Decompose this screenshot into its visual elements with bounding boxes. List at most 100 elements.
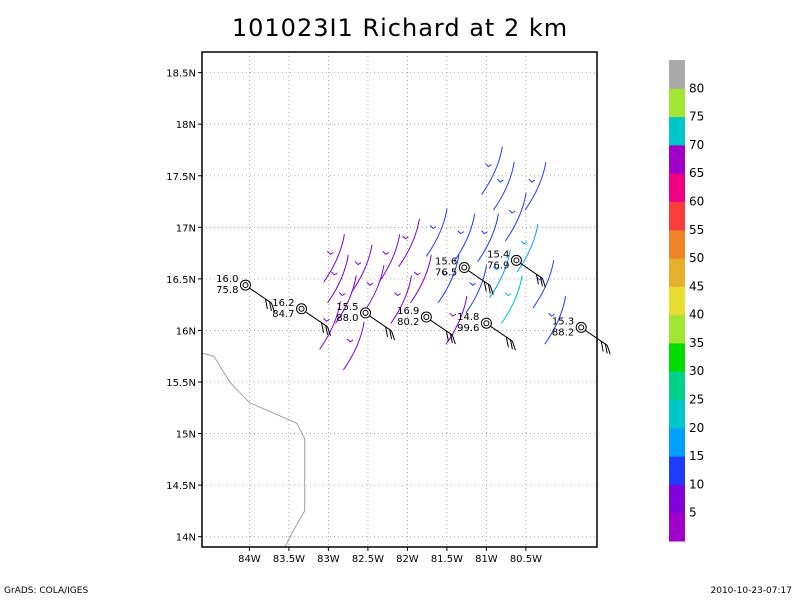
station-value-bottom: 88.2 — [552, 327, 574, 338]
streamline — [390, 275, 413, 324]
y-tick-label: 14.5N — [166, 481, 196, 492]
station-marker-inner — [298, 305, 305, 312]
colorbar-label: 60 — [689, 194, 704, 208]
colorbar-swatch — [669, 201, 685, 231]
station: 16.284.7 — [272, 298, 332, 336]
station-marker-outer — [510, 254, 522, 266]
wind-barb-flag — [535, 274, 539, 285]
streamline-arrow — [382, 250, 389, 255]
wind-barb-flag — [489, 285, 494, 295]
plot-frame — [201, 51, 598, 548]
y-tick-label: 16.5N — [166, 275, 196, 286]
station-value-bottom: 80.2 — [397, 317, 419, 328]
streamline — [425, 208, 448, 257]
station-marker-outer — [575, 321, 587, 333]
y-tick-label: 14N — [176, 533, 196, 544]
streamline-arrow — [323, 317, 330, 322]
streamline-arrow — [536, 276, 544, 281]
y-tick-label: 17.5N — [166, 172, 196, 183]
x-tick-label: 84W — [238, 554, 261, 565]
colorbar-swatch — [669, 229, 685, 259]
x-tick-label: 81W — [475, 554, 498, 565]
streamline-arrow — [346, 338, 354, 343]
streamline — [544, 296, 567, 345]
station-marker-inner — [578, 324, 585, 331]
station: 16.075.8 — [216, 274, 275, 313]
station-marker-outer — [458, 262, 470, 274]
station: 14.899.6 — [457, 312, 516, 351]
station-marker-inner — [242, 282, 249, 289]
station-marker-inner — [362, 309, 369, 316]
station-value-bottom: 76.9 — [487, 260, 509, 271]
wind-barb-flag — [385, 326, 389, 338]
streamline — [516, 223, 539, 273]
colorbar-label: 10 — [689, 477, 704, 491]
station-value-bottom: 76.5 — [435, 268, 457, 279]
station-marker-outer — [480, 317, 492, 329]
wind-barb-flag — [600, 341, 604, 352]
streamline — [378, 234, 401, 283]
wind-barb-flag — [505, 337, 509, 348]
wind-barb-flag — [268, 300, 272, 312]
wind-barb-flag — [264, 298, 268, 310]
colorbar-swatch — [669, 60, 685, 89]
wind-barb-flag — [539, 276, 543, 287]
station-value-bottom: 88.0 — [336, 313, 358, 324]
x-tick-label: 83.5W — [273, 554, 305, 565]
footer-timestamp: 2010-10-23-07:17 — [710, 586, 793, 596]
colorbar-label: 35 — [689, 336, 704, 350]
station-marker-inner — [513, 257, 520, 264]
station-value-top: 15.3 — [552, 316, 574, 327]
streamline-arrow — [354, 261, 362, 266]
streamline-arrow — [492, 266, 500, 271]
streamline — [398, 218, 420, 268]
streamline — [500, 275, 523, 324]
y-tick-label: 18N — [176, 120, 196, 131]
colorbar-label: 70 — [689, 138, 704, 152]
streamline — [493, 161, 515, 211]
colorbar-label: 40 — [689, 308, 704, 322]
colorbar-label: 25 — [689, 393, 704, 407]
streamline-arrow — [548, 312, 555, 317]
station-marker-outer — [360, 307, 372, 319]
colorbar-label: 75 — [689, 110, 704, 124]
streamline — [319, 301, 341, 350]
streamline-arrow — [402, 235, 409, 240]
wind-barb-flag — [541, 278, 546, 288]
streamline-arrow — [504, 292, 512, 297]
wind-barb-flag — [483, 281, 487, 292]
station-value-top: 15.6 — [435, 257, 457, 268]
y-tick-label: 15N — [176, 430, 196, 441]
streamline-arrow — [366, 281, 374, 286]
streamline-arrow — [496, 178, 504, 183]
longitude-tick-labels: 84W 83.5W 83W 82.5W 82W 81.5W 81W 80.5W — [238, 547, 542, 565]
streamline — [524, 161, 547, 211]
wind-barb-flag — [449, 332, 453, 344]
streamline — [327, 254, 349, 304]
streamline-arrow — [429, 225, 437, 230]
wind-barb-flag — [325, 324, 329, 335]
streamline-arrow — [338, 292, 346, 297]
x-tick-label: 82.5W — [352, 554, 384, 565]
streamline — [532, 259, 555, 309]
streamline — [453, 213, 476, 262]
colorbar-swatch — [669, 88, 685, 118]
streamline — [504, 192, 527, 242]
latitude-tick-labels: 14N 14.5N 15N 15.5N 16N 16.5N 17N 17.5N 18N 18.5N — [166, 69, 202, 544]
colorbar-swatch — [669, 399, 685, 429]
station-value-bottom: 75.8 — [216, 285, 238, 296]
wind-barb-flag — [445, 330, 449, 342]
station: 15.588.0 — [336, 302, 396, 341]
colorbar-label: 5 — [689, 506, 697, 520]
station-value-top: 15.5 — [336, 302, 358, 313]
x-tick-label: 82W — [396, 554, 419, 565]
coastline — [202, 352, 306, 547]
streamline — [323, 234, 345, 283]
station-marker-outer — [296, 303, 308, 315]
y-tick-label: 18.5N — [166, 69, 196, 80]
streamline-arrow — [327, 250, 334, 255]
wind-barb-staff — [369, 315, 392, 332]
colorbar-swatch — [669, 371, 685, 401]
station-marker-inner — [461, 264, 468, 271]
plot-title: 101023I1 Richard at 2 km — [231, 14, 569, 42]
